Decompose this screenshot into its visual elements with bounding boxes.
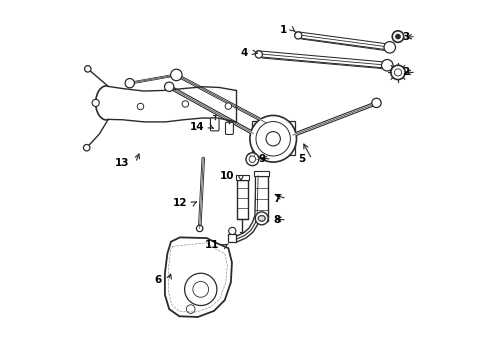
Circle shape	[125, 78, 134, 88]
Circle shape	[196, 225, 203, 231]
Circle shape	[390, 65, 405, 80]
Text: 14: 14	[189, 122, 204, 132]
Text: 6: 6	[155, 275, 162, 285]
Text: 5: 5	[298, 154, 305, 164]
Circle shape	[84, 66, 91, 72]
Text: 8: 8	[273, 215, 280, 225]
Polygon shape	[164, 237, 231, 317]
Circle shape	[294, 32, 301, 39]
Circle shape	[258, 215, 264, 222]
Circle shape	[371, 98, 380, 108]
Text: 9: 9	[258, 154, 265, 164]
FancyBboxPatch shape	[210, 118, 219, 131]
Circle shape	[255, 212, 267, 225]
Text: 12: 12	[172, 198, 187, 208]
Circle shape	[164, 82, 174, 91]
Circle shape	[395, 34, 400, 39]
Bar	[254, 171, 269, 176]
Bar	[236, 180, 247, 220]
Circle shape	[224, 103, 231, 109]
Circle shape	[92, 99, 99, 107]
FancyBboxPatch shape	[225, 122, 233, 134]
Text: 3: 3	[402, 32, 408, 41]
Circle shape	[381, 59, 392, 71]
Circle shape	[182, 101, 188, 107]
Circle shape	[245, 153, 258, 166]
Circle shape	[255, 51, 262, 58]
Text: 7: 7	[272, 194, 280, 204]
Circle shape	[249, 116, 296, 162]
Circle shape	[137, 103, 143, 110]
Circle shape	[228, 227, 235, 234]
Circle shape	[265, 132, 280, 146]
Text: 2: 2	[402, 67, 408, 77]
Text: 1: 1	[279, 25, 286, 35]
Text: 11: 11	[204, 240, 219, 250]
Text: 10: 10	[220, 171, 234, 181]
Circle shape	[83, 144, 90, 151]
Circle shape	[391, 31, 403, 42]
Bar	[255, 176, 267, 221]
Bar	[235, 175, 249, 180]
Text: 4: 4	[240, 48, 247, 58]
FancyBboxPatch shape	[251, 121, 294, 155]
Circle shape	[383, 41, 395, 53]
Bar	[228, 234, 236, 242]
Circle shape	[170, 69, 182, 81]
Text: 13: 13	[114, 158, 129, 168]
